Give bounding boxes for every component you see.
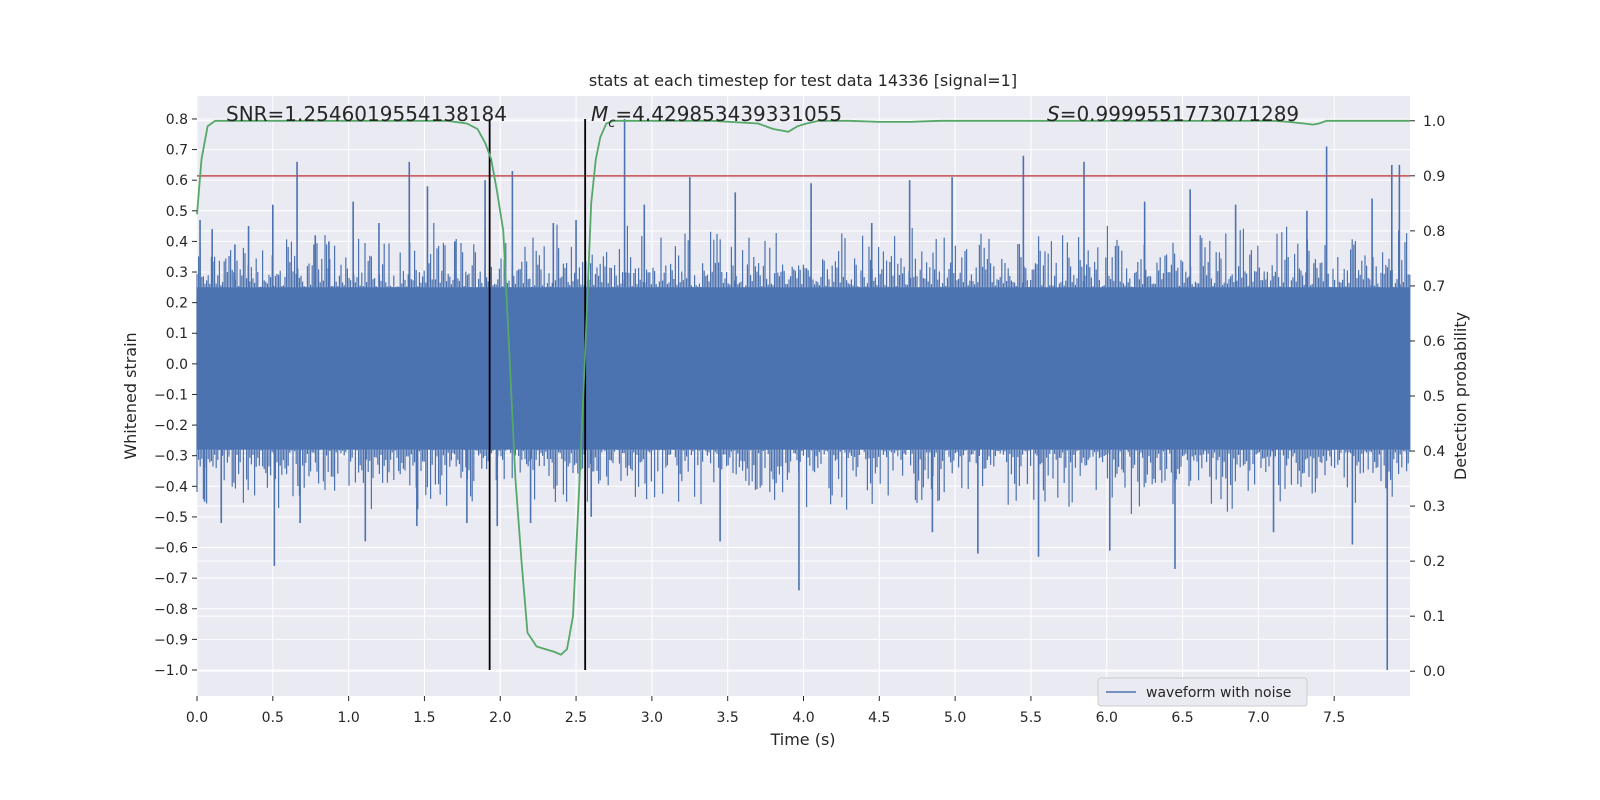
y-tick-label: −0.2: [154, 418, 188, 434]
x-tick-label: 7.5: [1323, 710, 1345, 726]
y-right-tick-label: 0.4: [1423, 444, 1445, 460]
y-tick-label: 0.8: [166, 112, 188, 128]
x-tick-label: 0.5: [262, 710, 284, 726]
mc-value: =4.429853439331055: [615, 102, 842, 126]
y-tick-label: −0.8: [154, 602, 188, 618]
x-tick-label: 4.0: [792, 710, 814, 726]
x-tick-label: 3.0: [641, 710, 663, 726]
x-tick-label: 4.5: [868, 710, 890, 726]
y-tick-label: 0.4: [166, 234, 188, 250]
mc-annotation: Mc=4.429853439331055: [591, 102, 842, 131]
y-tick-label: 0.2: [166, 296, 188, 312]
y-right-tick-label: 1.0: [1423, 114, 1445, 130]
y-right-tick-label: 0.1: [1423, 609, 1445, 625]
y-tick-label: 0.1: [166, 326, 188, 342]
s-symbol: S: [1047, 102, 1060, 126]
y-tick-label: 0.7: [166, 143, 188, 159]
legend-box: [1097, 677, 1308, 707]
y-tick-label: 0.0: [166, 357, 188, 373]
waveform-series: [196, 118, 1411, 670]
x-tick-label: 7.0: [1247, 710, 1269, 726]
y-right-tick-label: 0.0: [1423, 664, 1445, 680]
y-tick-label: −0.9: [154, 632, 188, 648]
chart-title: stats at each timestep for test data 143…: [589, 71, 1017, 90]
y-right-tick-label: 0.3: [1423, 499, 1445, 515]
y-tick-label: −0.3: [154, 449, 188, 465]
y-tick-label: −0.1: [154, 387, 188, 403]
y-tick-label: 0.3: [166, 265, 188, 281]
x-tick-label: 2.5: [565, 710, 587, 726]
legend: waveform with noise: [1097, 677, 1308, 707]
y-tick-label: −0.4: [154, 479, 188, 495]
x-tick-label: 3.5: [717, 710, 739, 726]
s-annotation: S=0.9999551773071289: [1047, 102, 1299, 126]
x-tick-label: 0.0: [186, 710, 208, 726]
s-value: =0.9999551773071289: [1060, 102, 1299, 126]
y-right-tick-label: 0.7: [1423, 279, 1445, 295]
y-right-tick-label: 0.6: [1423, 334, 1445, 350]
y-tick-label: 0.6: [166, 173, 188, 189]
x-tick-label: 5.5: [1020, 710, 1042, 726]
x-axis-label: Time (s): [769, 730, 835, 749]
x-tick-label: 6.0: [1096, 710, 1118, 726]
x-tick-label: 2.0: [489, 710, 511, 726]
y-axis-label: Whitened strain: [121, 332, 140, 459]
y-tick-label: −1.0: [154, 663, 188, 679]
y-right-tick-label: 0.9: [1423, 169, 1445, 185]
mc-subscript: c: [608, 116, 615, 131]
detection-probability-line: [196, 119, 1410, 656]
y-tick-label: −0.5: [154, 510, 188, 526]
y-tick-label: −0.7: [154, 571, 188, 587]
mc-symbol: M: [591, 102, 608, 126]
y-right-tick-label: 0.5: [1423, 389, 1445, 405]
y-right-axis-label: Detection probability: [1451, 312, 1470, 480]
y-tick-label: 0.5: [166, 204, 188, 220]
x-tick-label: 1.5: [413, 710, 435, 726]
axes: 0.0 0.5 1.0 1.5 2.0 2.5 3.0 3.5 4.0 4.5 5.0 5.5 6.0 6…: [154, 112, 1445, 726]
snr-annotation: SNR=1.2546019554138184: [226, 102, 507, 126]
legend-label: waveform with noise: [1146, 685, 1291, 701]
y-right-tick-label: 0.2: [1423, 554, 1445, 570]
overlay: [196, 118, 1410, 670]
y-right-tick-label: 0.8: [1423, 224, 1445, 240]
y-tick-label: −0.6: [154, 541, 188, 557]
x-tick-label: 5.0: [944, 710, 966, 726]
x-tick-label: 1.0: [337, 710, 359, 726]
x-tick-label: 6.5: [1171, 710, 1193, 726]
